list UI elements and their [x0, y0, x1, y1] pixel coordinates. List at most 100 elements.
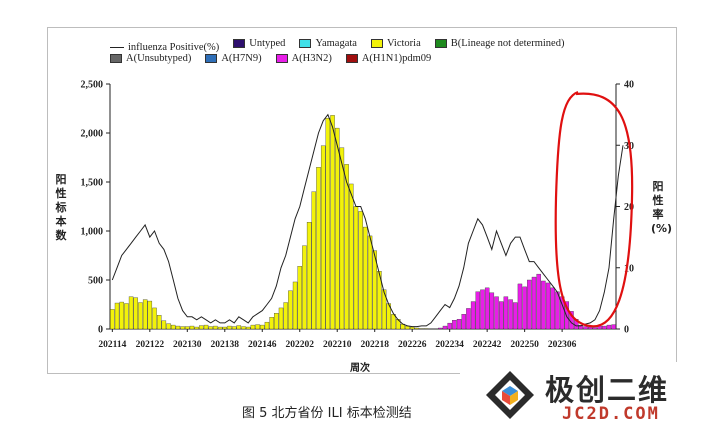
bar-a-h3n2-	[466, 308, 471, 330]
bar-a-h3n2-	[583, 326, 588, 330]
bar-victoria	[274, 313, 279, 330]
bar-a-h3n2-	[550, 287, 555, 330]
bar-victoria	[217, 326, 223, 330]
bar-victoria	[288, 290, 293, 330]
bar-victoria	[180, 326, 185, 330]
legend-item-a-h7n9-: A(H7N9)	[205, 53, 262, 64]
bar-victoria	[260, 324, 265, 330]
bar-victoria	[124, 303, 129, 330]
y-left-tick-label: 500	[88, 276, 103, 287]
bar-a-h3n2-	[522, 286, 527, 330]
bar-victoria	[199, 325, 204, 330]
legend-swatch	[275, 54, 288, 63]
bar-victoria	[311, 191, 317, 330]
legend-swatch	[110, 47, 124, 48]
y-right-tick-label: 0	[624, 325, 629, 336]
watermark-text-cn: 极创二维	[545, 373, 670, 407]
x-tick-label: 202210	[323, 340, 352, 350]
bar-victoria	[302, 245, 307, 330]
bar-victoria	[185, 326, 190, 330]
bar-victoria	[142, 299, 148, 330]
bar-a-h3n2-	[517, 283, 523, 330]
bar-a-h3n2-	[541, 280, 546, 330]
bar-victoria	[409, 326, 415, 330]
legend-item-b-lineage-not-determined-: B(Lineage not determined)	[434, 38, 564, 49]
bar-victoria	[231, 326, 237, 330]
y-right-axis-label: 阳性率(%)	[651, 180, 673, 235]
bar-victoria	[110, 309, 115, 330]
x-tick-label: 202218	[360, 340, 389, 350]
legend-swatch	[205, 54, 218, 63]
y-left-tick-label: 1,000	[81, 227, 104, 238]
y-left-tick-label: 2,000	[81, 129, 104, 140]
bar-a-h3n2-	[438, 327, 443, 330]
legend-label: A(H7N9)	[221, 53, 262, 64]
bar-victoria	[344, 164, 349, 330]
bar-victoria	[339, 147, 345, 330]
legend-label: A(H1N1)pdm09	[361, 53, 432, 64]
bar-victoria	[156, 315, 162, 330]
y-left-tick-label: 2,500	[81, 80, 104, 91]
bar-victoria	[241, 326, 246, 330]
bar-victoria	[283, 302, 288, 330]
legend-swatch	[434, 39, 447, 48]
bar-victoria	[133, 297, 138, 330]
x-tick-label: 202122	[136, 340, 165, 350]
x-tick-label: 202130	[173, 340, 202, 350]
legend-label: Victoria	[386, 38, 421, 49]
bar-a-h3n2-	[602, 325, 607, 330]
bar-victoria	[353, 206, 359, 330]
chart-frame: 0 500 1,000 1,500 2,000 2,500 0 10 20 30 40 202114 2…	[47, 27, 677, 374]
bar-a-h3n2-	[578, 324, 584, 330]
bar-victoria	[208, 326, 213, 330]
bar-a-h3n2-	[447, 322, 452, 330]
legend-label: A(Unsubtyped)	[126, 53, 192, 64]
bar-victoria	[222, 326, 228, 330]
bar-a-h3n2-	[484, 287, 490, 330]
legend-item-a-h3n2-: A(H3N2)	[275, 53, 332, 64]
x-tick-label: 202138	[211, 340, 240, 350]
bar-victoria	[363, 226, 368, 330]
bar-victoria	[292, 281, 298, 330]
bar-victoria	[367, 235, 373, 330]
y-right-tick-label: 20	[624, 202, 634, 213]
legend-swatch	[370, 39, 383, 48]
bar-victoria	[236, 325, 242, 330]
figure-caption: 图 5 北方省份 ILI 标本检测结	[242, 406, 412, 421]
bar-victoria	[250, 324, 256, 330]
y-right-tick-label: 40	[624, 80, 634, 91]
legend-label: Untyped	[249, 38, 286, 49]
x-tick-label: 202114	[98, 340, 126, 350]
bar-victoria	[391, 314, 396, 330]
bar-victoria	[255, 324, 260, 330]
bar-a-h3n2-	[480, 289, 485, 330]
bar-victoria	[264, 321, 270, 330]
legend-swatch	[233, 39, 246, 48]
bar-a-h3n2-	[489, 292, 495, 330]
bar-a-h3n2-	[545, 282, 551, 330]
bar-victoria	[320, 145, 326, 330]
bar-a-h3n2-	[461, 314, 466, 330]
bar-a-h3n2-	[527, 279, 532, 330]
bar-victoria	[269, 317, 274, 330]
x-tick-label: 202306	[548, 340, 577, 350]
bar-victoria	[161, 320, 167, 330]
legend-item-untyped: Untyped	[233, 38, 285, 49]
x-tick-label: 202250	[510, 340, 539, 350]
bar-victoria	[245, 326, 251, 330]
bar-victoria	[175, 325, 181, 330]
bar-a-h3n2-	[503, 296, 509, 330]
bar-victoria	[166, 323, 171, 330]
bar-victoria	[325, 118, 331, 330]
bar-a-h3n2-	[498, 301, 504, 330]
bar-victoria	[213, 325, 218, 330]
bar-a-h3n2-	[508, 299, 513, 330]
bar-a-h3n2-	[531, 276, 537, 330]
bar-victoria	[358, 211, 363, 330]
x-tick-label: 202242	[473, 340, 502, 350]
bar-victoria	[152, 307, 157, 330]
bar-victoria	[203, 324, 209, 330]
x-tick-label: 202202	[286, 340, 315, 350]
legend-label: influenza Positive(%)	[128, 42, 220, 53]
